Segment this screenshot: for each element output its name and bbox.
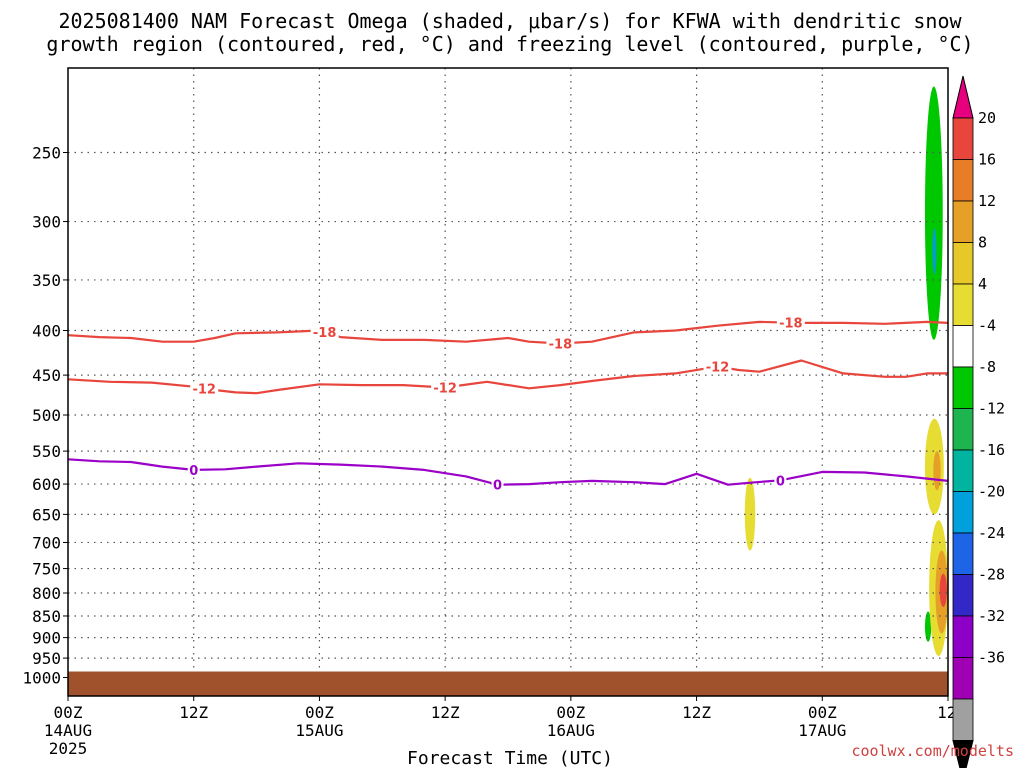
x-date-label-6: 17AUG bbox=[798, 721, 846, 740]
y-tick-label-650: 650 bbox=[32, 505, 61, 524]
contour-label-bg-1-1 bbox=[431, 380, 460, 395]
contour-label-2-2: 0 bbox=[776, 474, 785, 489]
contour-label-bg-0-2 bbox=[776, 315, 805, 330]
contour-label-2-1: 0 bbox=[493, 479, 502, 494]
x-tick-label-0: 00Z bbox=[54, 703, 83, 722]
colorbar-segment-10 bbox=[952, 532, 974, 575]
contour-label-bg-1-2 bbox=[703, 359, 732, 374]
x-date-label-0: 14AUG bbox=[44, 721, 92, 740]
x-tick-label-3: 12Z bbox=[431, 703, 460, 722]
colorbar-segment-8 bbox=[952, 449, 974, 492]
colorbar-segment-11 bbox=[952, 574, 974, 617]
contour-label-1-2: -12 bbox=[706, 361, 730, 376]
contour-line-1 bbox=[67, 359, 948, 395]
chart-title-line-1: 2025081400 NAM Forecast Omega (shaded, μ… bbox=[58, 9, 962, 33]
y-tick-label-250: 250 bbox=[32, 144, 61, 163]
colorbar-label-7: -12 bbox=[978, 400, 1005, 418]
colorbar-segment-14 bbox=[952, 698, 974, 741]
y-tick-label-450: 450 bbox=[32, 366, 61, 385]
colorbar-segment-3 bbox=[952, 242, 974, 285]
contour-label-bg-2-0 bbox=[187, 462, 200, 477]
contour-label-0-1: -18 bbox=[549, 338, 573, 353]
colorbar-segment-2 bbox=[952, 200, 974, 243]
omega-shaded-region-8 bbox=[939, 573, 947, 607]
colorbar-bottom-arrow bbox=[952, 740, 974, 768]
x-axis-label: Forecast Time (UTC) bbox=[407, 748, 613, 768]
omega-shaded-region-2 bbox=[924, 611, 932, 642]
plot-frame bbox=[67, 67, 949, 697]
colorbar-label-11: -28 bbox=[978, 566, 1005, 584]
colorbar-label-5: -4 bbox=[978, 317, 996, 335]
x-year-label-0: 2025 bbox=[49, 739, 88, 758]
chart-title-line-2: growth region (contoured, red, °C) and f… bbox=[46, 32, 973, 56]
contour-label-bg-2-1 bbox=[491, 477, 504, 492]
x-tick-label-1: 12Z bbox=[179, 703, 208, 722]
colorbar-label-2: 12 bbox=[978, 192, 996, 210]
plot-area: -18 -18 -18 -12 -12 -12 0 0 0 bbox=[67, 67, 949, 697]
y-tick-label-750: 750 bbox=[32, 560, 61, 579]
colorbar-segment-12 bbox=[952, 615, 974, 658]
contour-label-bg-0-1 bbox=[546, 336, 575, 351]
colorbar-segment-9 bbox=[952, 491, 974, 534]
colorbar-label-0: 20 bbox=[978, 109, 996, 127]
colorbar-segment-7 bbox=[952, 408, 974, 451]
omega-shaded-region-0 bbox=[924, 86, 943, 340]
colorbar: 20 16 12 8 4 -4 -8 -12 -16 -20 -24 -28 -32 -36 bbox=[952, 75, 1005, 768]
y-tick-label-950: 950 bbox=[32, 649, 61, 668]
x-tick-label-4: 00Z bbox=[556, 703, 585, 722]
contour-label-0-2: -18 bbox=[779, 317, 803, 332]
colorbar-label-9: -20 bbox=[978, 483, 1005, 501]
x-tick-label-5: 12Z bbox=[682, 703, 711, 722]
colorbar-segment-13 bbox=[952, 657, 974, 700]
colorbar-segment-1 bbox=[952, 159, 974, 202]
colorbar-label-1: 16 bbox=[978, 151, 996, 169]
colorbar-segment-0 bbox=[952, 117, 974, 160]
omega-shaded-region-3 bbox=[744, 477, 756, 551]
omega-shaded-region-1 bbox=[932, 227, 937, 275]
x-date-label-2: 15AUG bbox=[295, 721, 343, 740]
y-tick-label-900: 900 bbox=[32, 629, 61, 648]
y-axis: 250 300 350 400 450 500 550 600 650 700 750 800 850 9… bbox=[22, 144, 68, 688]
y-tick-label-800: 800 bbox=[32, 584, 61, 603]
contour-line-2 bbox=[67, 458, 949, 486]
contour-label-0-0: -18 bbox=[313, 326, 337, 341]
y-tick-label-1000: 1000 bbox=[22, 669, 61, 688]
y-tick-label-300: 300 bbox=[32, 213, 61, 232]
contour-label-2-0: 0 bbox=[189, 464, 198, 479]
contour-line-0 bbox=[67, 320, 949, 345]
colorbar-segment-6 bbox=[952, 366, 974, 409]
colorbar-label-8: -16 bbox=[978, 441, 1005, 459]
y-tick-label-700: 700 bbox=[32, 533, 61, 552]
contour-label-1-1: -12 bbox=[433, 382, 457, 397]
contour-label-1-0: -12 bbox=[192, 382, 216, 397]
colorbar-label-13: -36 bbox=[978, 649, 1005, 667]
y-tick-label-500: 500 bbox=[32, 406, 61, 425]
colorbar-segment-5 bbox=[952, 325, 974, 368]
y-tick-label-550: 550 bbox=[32, 442, 61, 461]
colorbar-label-3: 8 bbox=[978, 234, 987, 252]
y-tick-label-350: 350 bbox=[32, 271, 61, 290]
x-date-label-4: 16AUG bbox=[547, 721, 595, 740]
colorbar-label-6: -8 bbox=[978, 358, 996, 376]
credit-text: coolwx.com/modelts bbox=[851, 742, 1014, 760]
y-tick-label-400: 400 bbox=[32, 322, 61, 341]
colorbar-top-arrow bbox=[952, 75, 974, 119]
colorbar-label-12: -32 bbox=[978, 607, 1005, 625]
contour-label-bg-1-0 bbox=[190, 381, 219, 396]
ground-fill bbox=[68, 671, 948, 696]
y-tick-label-600: 600 bbox=[32, 475, 61, 494]
x-tick-label-2: 00Z bbox=[305, 703, 334, 722]
x-tick-label-6: 00Z bbox=[808, 703, 837, 722]
colorbar-label-10: -24 bbox=[978, 524, 1005, 542]
colorbar-segment-4 bbox=[952, 283, 974, 326]
contour-label-bg-2-2 bbox=[774, 473, 787, 488]
y-tick-label-850: 850 bbox=[32, 607, 61, 626]
contour-label-bg-0-0 bbox=[310, 325, 339, 340]
colorbar-label-4: 4 bbox=[978, 275, 987, 293]
